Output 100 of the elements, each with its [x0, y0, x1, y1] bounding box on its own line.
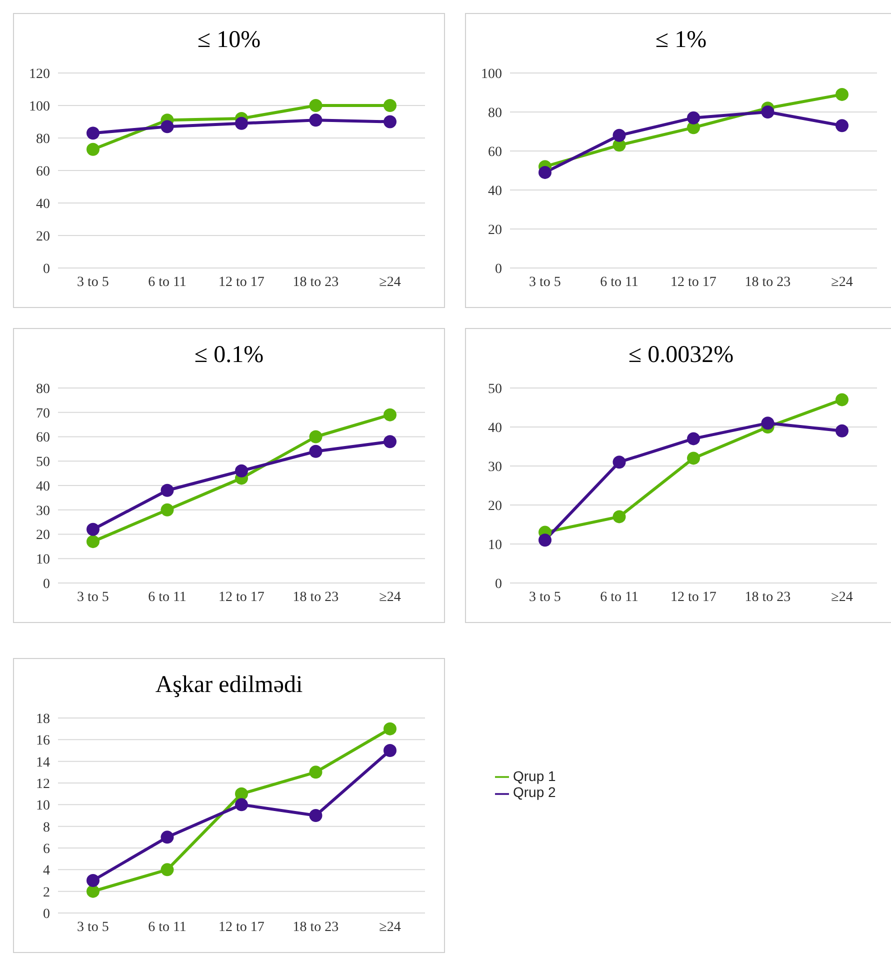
y-tick-label: 16 — [36, 734, 50, 749]
y-tick-label: 120 — [29, 66, 50, 82]
y-tick-label: 40 — [36, 196, 50, 212]
point — [687, 121, 700, 134]
y-tick-label: 8 — [43, 820, 50, 836]
y-tick-label: 20 — [488, 498, 502, 514]
chart-title: ≤ 0.0032% — [627, 342, 735, 369]
point — [384, 115, 396, 128]
y-tick-label: 20 — [36, 528, 50, 544]
y-tick-label: 10 — [36, 798, 50, 814]
y-tick-label: 6 — [43, 842, 50, 857]
y-tick-label: 40 — [488, 184, 502, 199]
y-tick-label: 40 — [36, 479, 50, 494]
point — [687, 452, 700, 465]
point — [384, 99, 396, 112]
x-tick-label: 18 to 23 — [744, 590, 791, 605]
point — [384, 744, 396, 757]
x-tick-label: ≥24 — [831, 590, 853, 605]
y-tick-label: 60 — [36, 164, 50, 180]
chart-title: Aşkar edilmədi — [154, 672, 304, 699]
y-tick-label: 2 — [43, 885, 50, 900]
x-tick-label: 12 to 17 — [670, 274, 716, 290]
point — [612, 128, 626, 142]
x-tick-label: ≥24 — [379, 274, 401, 290]
y-tick-label: 0 — [43, 906, 50, 922]
y-tick-label: 0 — [43, 576, 50, 592]
y-tick-label: 14 — [36, 755, 50, 770]
chart-title: ≤ 1% — [654, 27, 708, 54]
point — [309, 444, 322, 458]
x-tick-label: 12 to 17 — [218, 274, 264, 290]
point — [836, 119, 848, 132]
point — [160, 863, 174, 876]
x-tick-label: 6 to 11 — [148, 274, 186, 290]
y-tick-label: 30 — [488, 460, 502, 475]
x-tick-label: ≥24 — [379, 590, 401, 605]
point — [836, 424, 848, 438]
x-tick-label: 6 to 11 — [148, 920, 186, 935]
point — [612, 510, 626, 524]
y-tick-label: 50 — [488, 382, 502, 397]
y-tick-label: 20 — [488, 222, 502, 238]
y-tick-label: 10 — [488, 538, 502, 553]
y-tick-label: 100 — [481, 66, 502, 82]
point — [160, 120, 174, 134]
x-tick-label: 12 to 17 — [670, 590, 716, 605]
point — [761, 106, 774, 118]
point — [612, 456, 626, 469]
point — [538, 534, 552, 547]
legend-label: Qrup 2 — [513, 784, 556, 800]
point — [160, 484, 174, 497]
y-tick-label: 18 — [36, 712, 50, 727]
x-tick-label: 3 to 5 — [77, 920, 109, 935]
x-tick-label: ≥24 — [831, 274, 853, 290]
y-tick-label: 80 — [36, 382, 50, 397]
x-tick-label: 18 to 23 — [744, 274, 791, 290]
point — [160, 503, 174, 516]
x-tick-label: ≥24 — [379, 920, 401, 935]
y-tick-label: 4 — [43, 864, 50, 879]
point — [86, 874, 100, 887]
point — [309, 114, 322, 127]
x-tick-label: 18 to 23 — [292, 920, 339, 935]
x-tick-label: 3 to 5 — [77, 274, 109, 290]
point — [384, 722, 396, 736]
x-tick-label: 6 to 11 — [600, 590, 638, 605]
x-tick-label: 3 to 5 — [529, 590, 561, 605]
y-tick-label: 100 — [29, 99, 50, 114]
point — [384, 408, 396, 422]
point — [687, 432, 700, 446]
point — [86, 142, 100, 156]
y-tick-label: 60 — [36, 430, 50, 446]
y-tick-label: 30 — [36, 504, 50, 519]
chart-title: ≤ 0.1% — [193, 342, 265, 369]
y-tick-label: 10 — [36, 552, 50, 568]
legend-label: Qrup 1 — [513, 768, 556, 784]
point — [235, 116, 248, 130]
y-tick-label: 0 — [495, 576, 502, 592]
chart-title: ≤ 10% — [196, 27, 262, 54]
point — [86, 884, 100, 898]
point — [86, 522, 100, 536]
x-tick-label: 6 to 11 — [148, 590, 186, 605]
point — [86, 126, 100, 140]
point — [235, 464, 248, 478]
point — [836, 88, 848, 101]
y-tick-label: 60 — [488, 144, 502, 160]
x-tick-label: 12 to 17 — [218, 590, 264, 605]
y-tick-label: 80 — [488, 106, 502, 121]
point — [687, 111, 700, 124]
x-tick-label: 18 to 23 — [292, 590, 339, 605]
y-tick-label: 70 — [36, 406, 50, 422]
point — [309, 99, 322, 112]
y-tick-label: 40 — [488, 420, 502, 436]
point — [235, 798, 248, 812]
x-tick-label: 6 to 11 — [600, 274, 638, 290]
point — [384, 435, 396, 448]
y-tick-label: 80 — [36, 132, 50, 147]
point — [86, 535, 100, 548]
point — [538, 166, 552, 179]
y-tick-label: 50 — [36, 455, 50, 470]
y-tick-label: 0 — [495, 262, 502, 277]
x-tick-label: 3 to 5 — [529, 274, 561, 290]
x-tick-label: 12 to 17 — [218, 920, 264, 935]
